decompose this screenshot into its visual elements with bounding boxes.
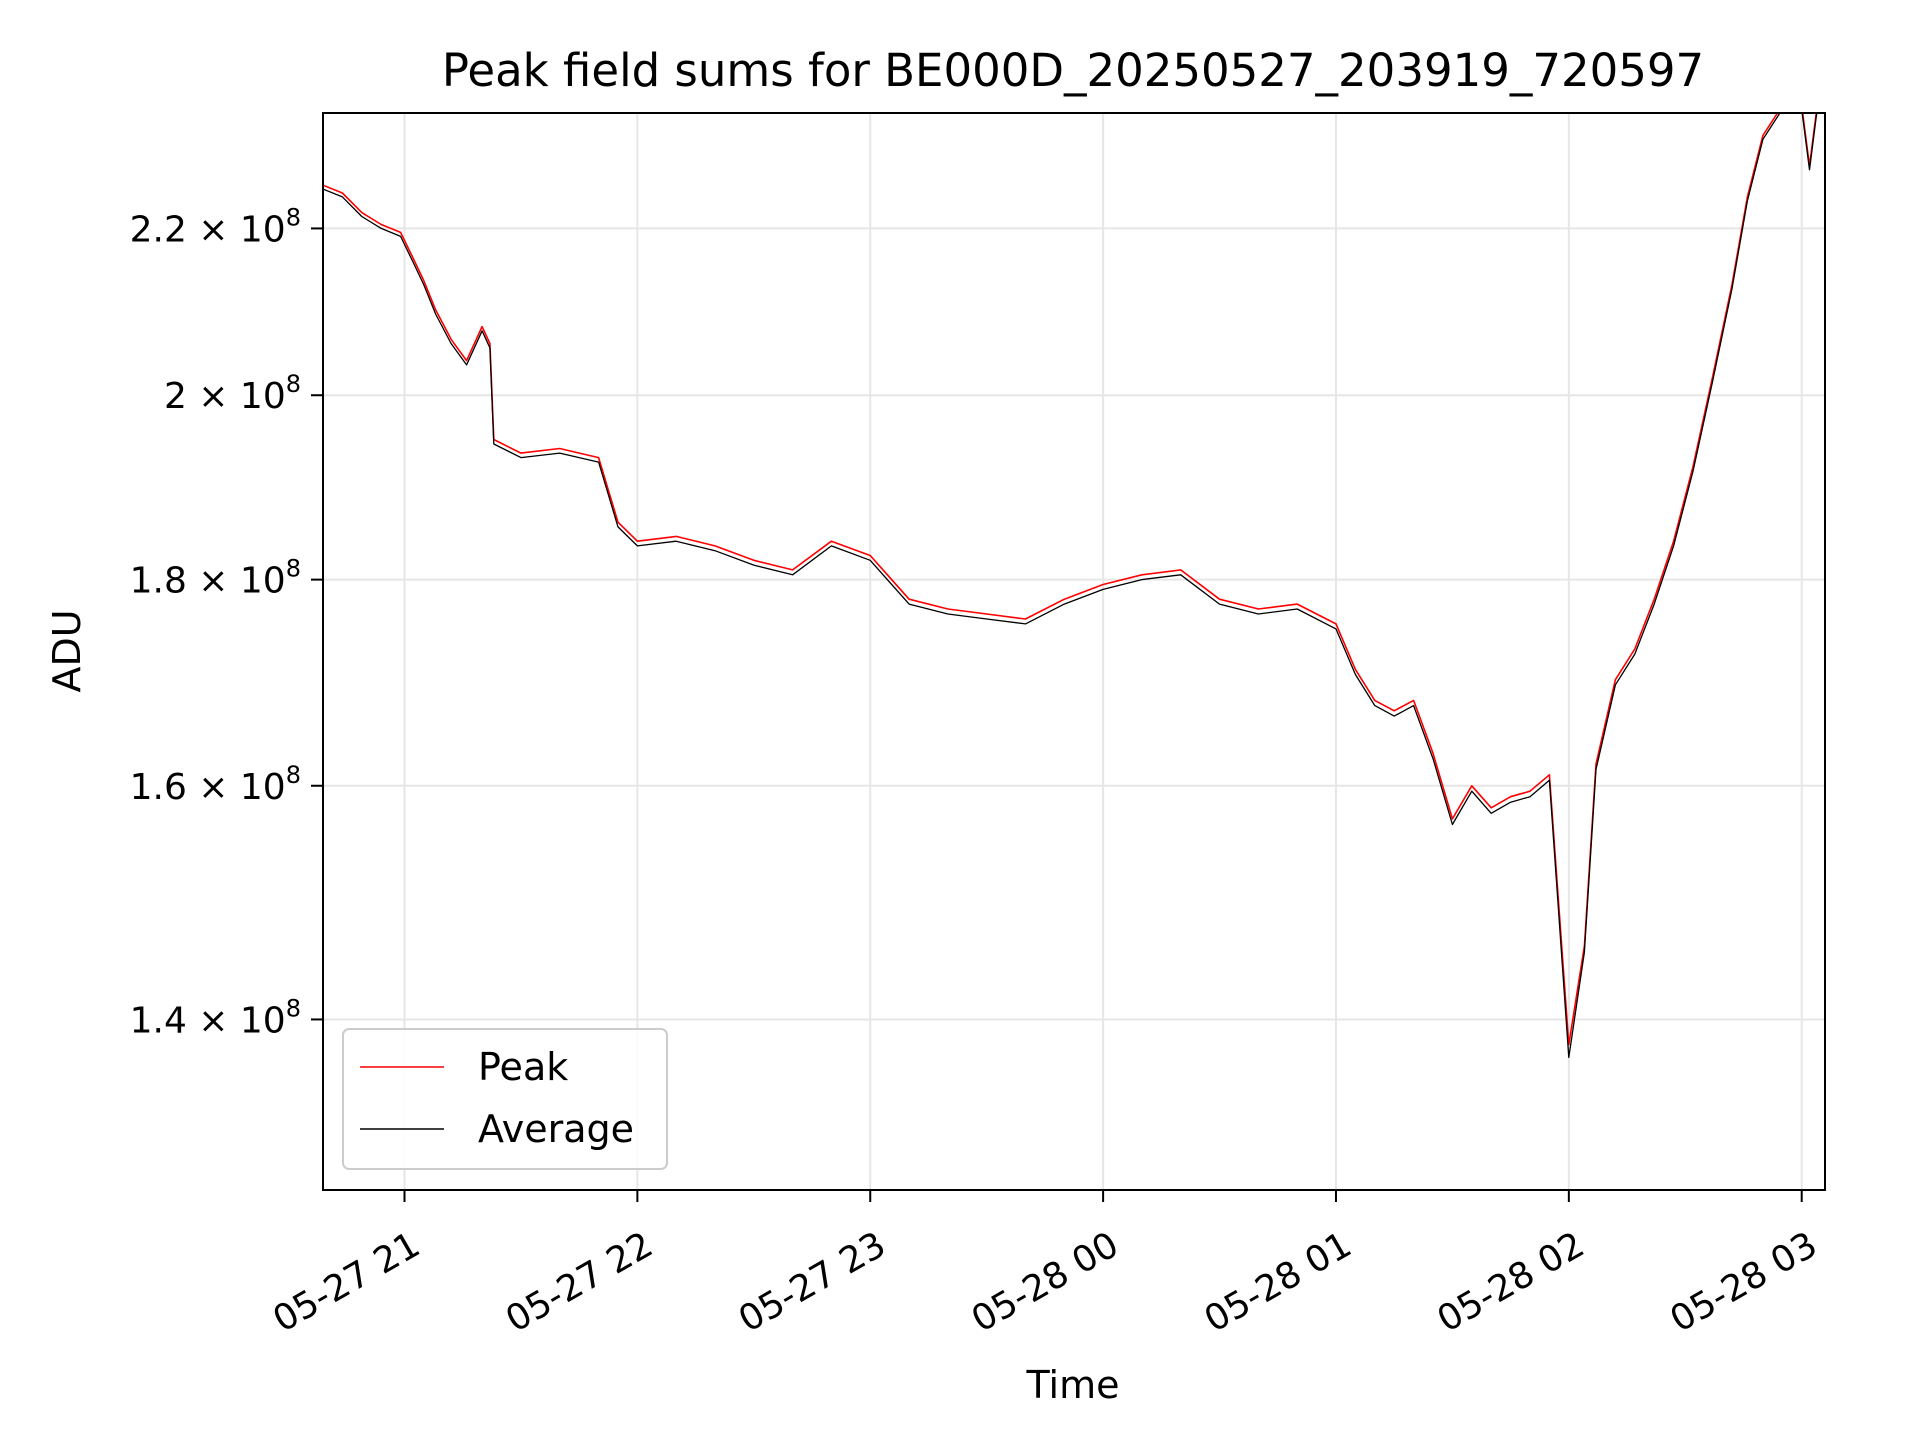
legend-box: [342, 1028, 668, 1170]
series-layer: [323, 113, 1818, 1059]
y-tick-label: 2.2 × 108: [130, 203, 301, 250]
series-line-average: [323, 113, 1818, 1059]
plot-frame: [322, 112, 1826, 1191]
y-axis: 1.4 × 108 1.6 × 108 1.8 × 108 2 × 108 2.2 × …: [130, 203, 323, 1041]
series-line-peak: [323, 113, 1818, 1046]
plot-area: [322, 112, 1826, 1191]
x-axis-label: Time: [1026, 1363, 1120, 1407]
grid: [323, 113, 1825, 1190]
y-tick-label: 1.4 × 108: [130, 994, 301, 1041]
y-tick-label: 2 × 108: [164, 370, 301, 417]
chart-title: Peak field sums for BE000D_20250527_2039…: [442, 44, 1704, 97]
legend: Peak Average: [342, 1028, 668, 1170]
y-axis-label: ADU: [45, 609, 89, 692]
y-tick-label: 1.8 × 108: [130, 555, 301, 602]
legend-label-peak: Peak: [478, 1045, 568, 1089]
y-tick-label: 1.6 × 108: [130, 761, 301, 808]
legend-label-average: Average: [478, 1107, 634, 1151]
